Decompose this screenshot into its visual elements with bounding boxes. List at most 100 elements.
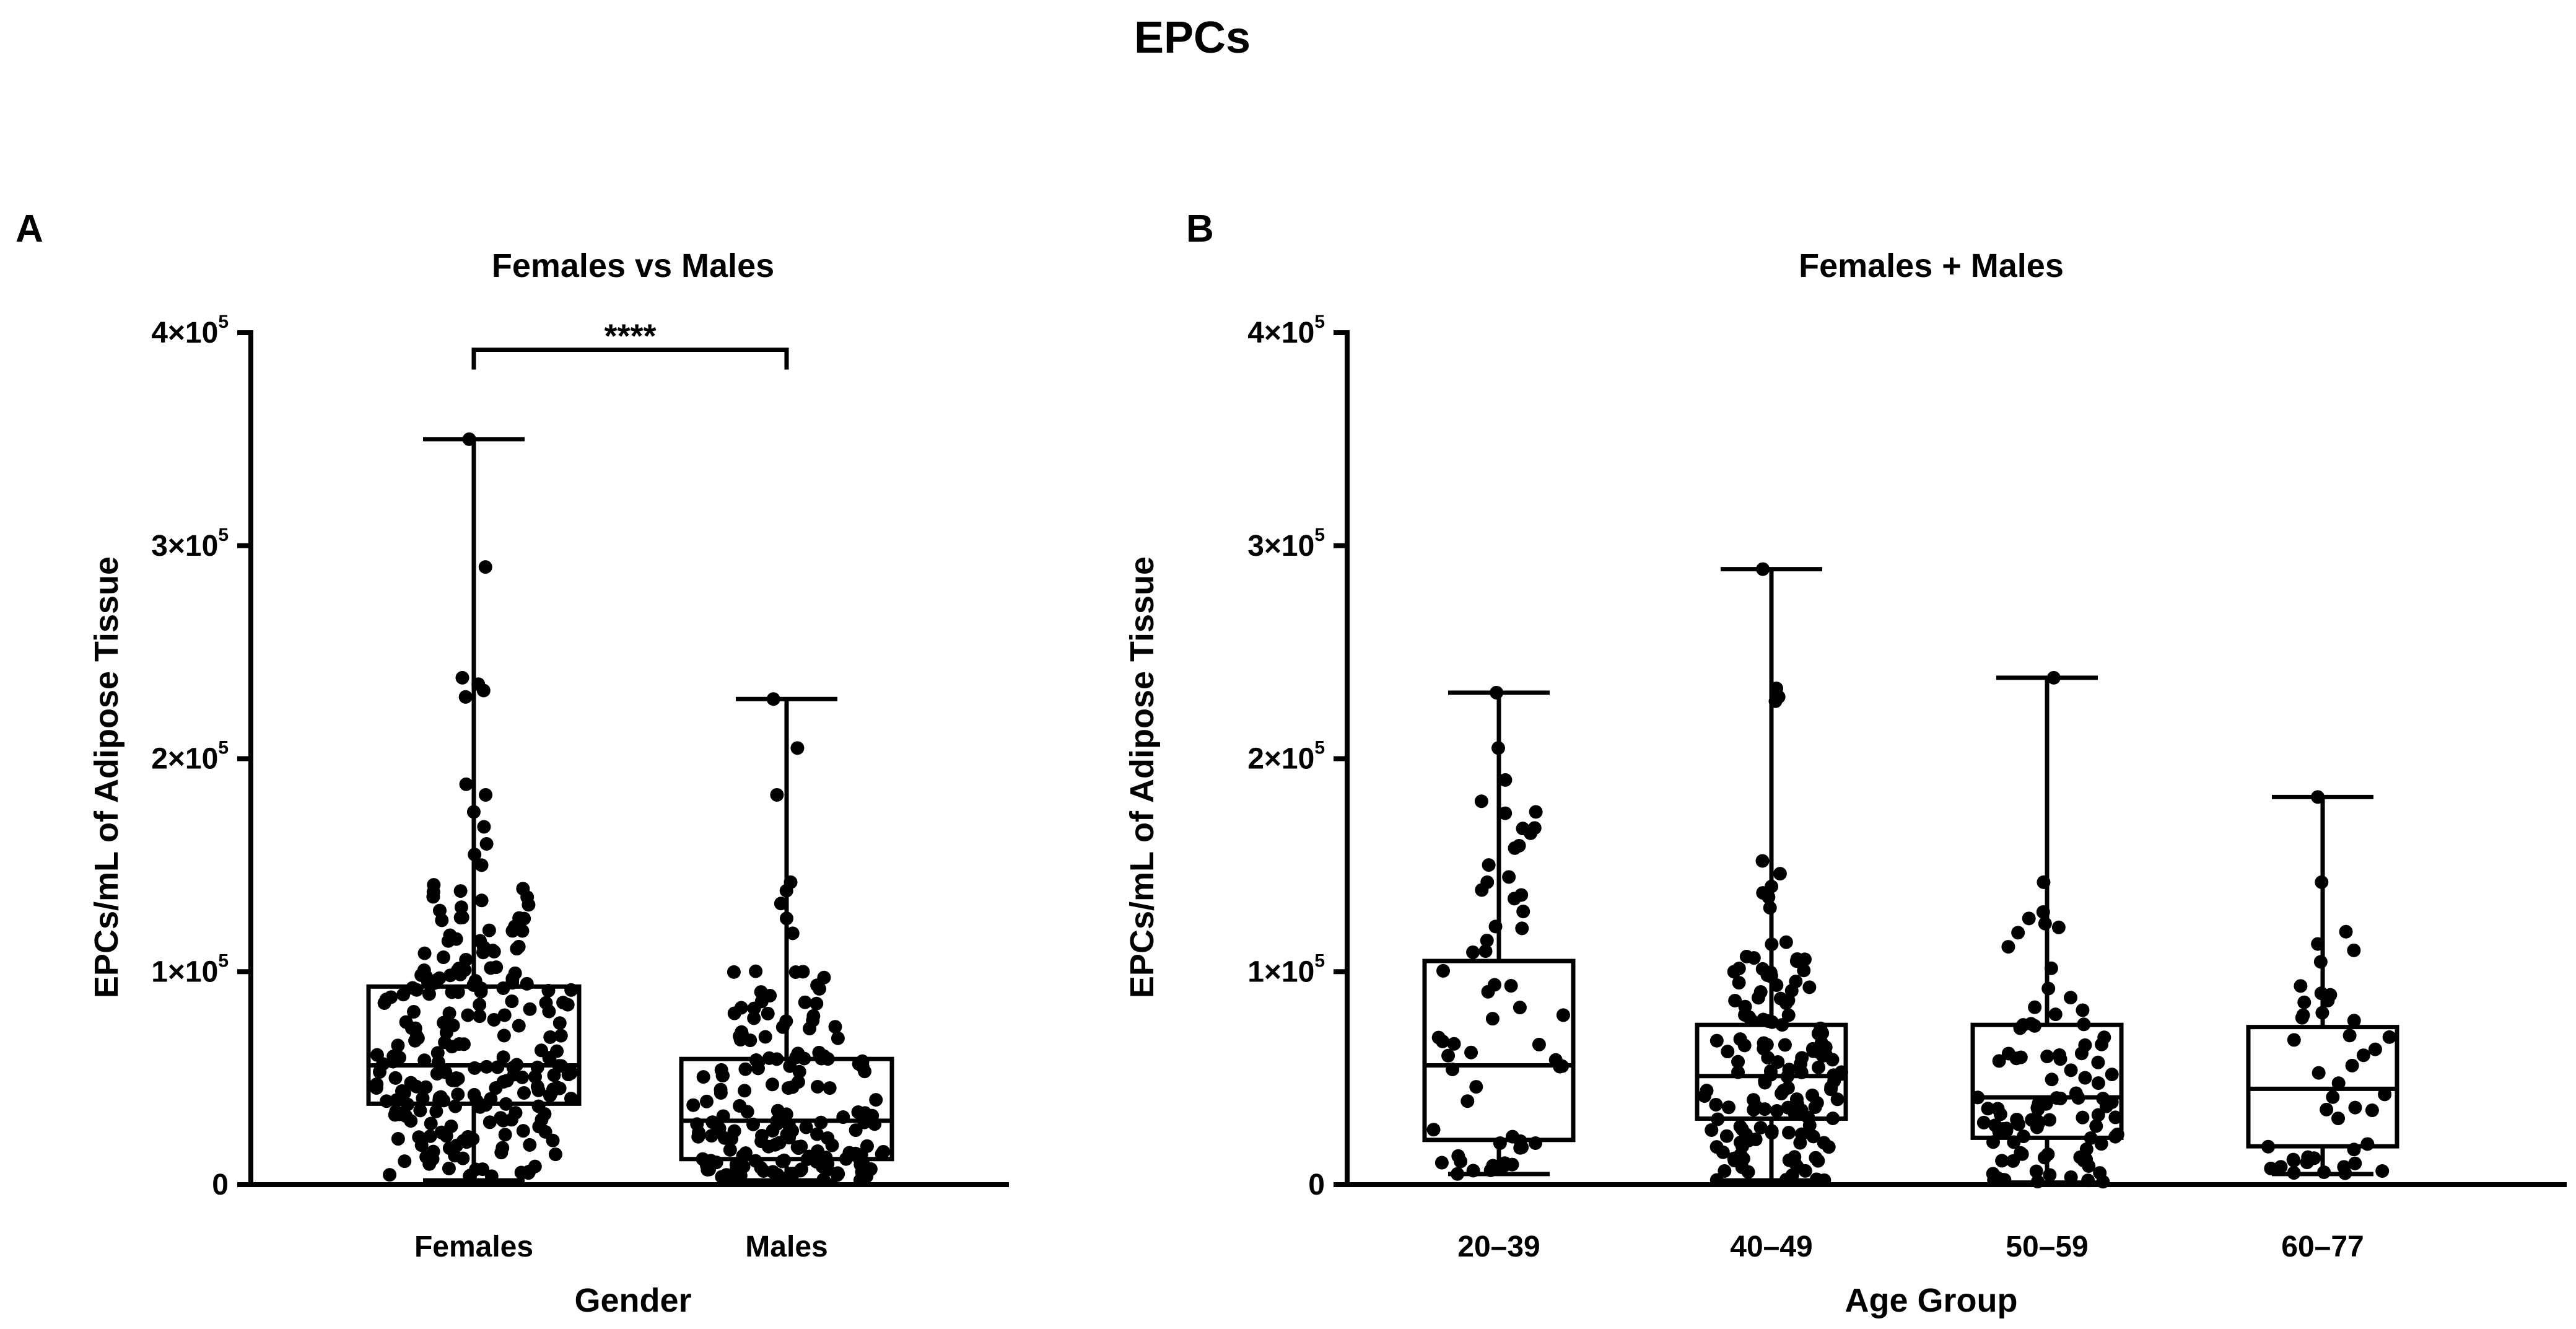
panel-a-females-dot [446,1019,460,1033]
panel-b-40-49-dot [1789,975,1803,989]
panel-a-males-dot [868,1117,882,1131]
panel-a-males-dot [858,1106,872,1120]
panel-a-females-dot [552,1016,567,1030]
panel-b-20-39-dot [1447,1037,1461,1051]
panel-a-females-dot [496,981,510,995]
panel-b-40-49-dot [1794,1056,1808,1071]
panel-a-females-dot [512,939,526,954]
panel-b-50-59-dot [1976,1115,1991,1129]
panel-a-females-dot [517,1086,531,1100]
panel-a-females-dot [435,913,449,928]
panel-a-females-dot [391,1038,405,1053]
panel-b-50-59-dot [2043,1168,2057,1182]
panel-b-50-59-dot [2078,1071,2092,1085]
panel-b-50-59-dot [2038,916,2052,931]
panel-a-females-dot [461,1129,475,1144]
panel-a-females-dot [459,952,473,967]
panel-a-females-dots [369,432,579,1183]
panel-a-males-dot [758,1030,772,1044]
panel-b-50-59-dot [2093,1166,2107,1180]
panel-a-females-dot [484,1092,498,1106]
panel-a-females-dot [530,1060,544,1074]
panel-a-females-dot [479,787,493,802]
panel-a-males-dot [785,926,800,941]
panel-a-females-dot [515,924,530,938]
panel-a-y-tick-label: 2×105 [151,738,229,776]
panel-b-60-77-dot [2315,1006,2329,1020]
panel-b-60-77-dot [2313,955,2328,969]
panel-a-females-dot [554,1029,568,1043]
panel-b-60-77-dot [2345,1058,2359,1072]
panel-b-50-59-dot [2069,1086,2083,1100]
panel-b-40-49-dot [1779,935,1793,949]
panel-b-20-39-dot [1514,888,1529,902]
panel-b-60-77-dot [2264,1161,2278,1175]
panel-b-50-59-dot [1991,1102,2005,1116]
panel-a-females-dot [419,1150,434,1164]
panel-b-20-39-dot [1488,978,1502,992]
panel-a-x-axis-label: Gender [574,1282,691,1319]
panel-b-50-59-dot [2094,1137,2108,1151]
panel-b-50-59-dot [2084,1131,2098,1145]
panel-b-40-49-dot [1773,991,1788,1006]
panel-b-40-49-dot [1698,1089,1712,1103]
panel-b-50-59-dot [2045,1072,2059,1087]
panel-b-40-49-dot [1728,994,1742,1008]
panel-b-40-49-dot [1835,1065,1849,1079]
panel-a-females-dot [417,946,432,960]
panel-b-60-77-dot [2378,1087,2392,1102]
panel-a-females-dot [451,1087,465,1102]
panel-a-y-axis-label: EPCs/mL of Adipose Tissue [88,556,125,998]
panel-a-males-dot [740,1105,754,1119]
panel-b-50-59-dot [2006,1154,2020,1168]
panel-a-females-dot [523,1138,537,1152]
panel-b-50-59-dot [2029,1164,2043,1178]
panel-a-males-dot [733,1169,748,1183]
panel-b-20-39-dot [1524,826,1538,840]
panel-b: B Females + Males 0 1×105 2×105 3×105 4×105 EPC… [1124,208,2567,1319]
panel-a-females-dot [500,1074,514,1088]
panel-b-40-49-dot [1797,963,1811,978]
panel-a-females-dot [538,1125,552,1139]
panel-b-50-59-dot [2030,1175,2045,1189]
panel-a-females-dot [443,968,457,983]
panel-a-females-dot [408,1033,422,1048]
panel-a-males-dot [828,1020,842,1034]
panel-a-males-dot [763,988,777,1002]
panel-a-females-dot [380,1094,394,1108]
panel-a-males-dot [766,692,780,706]
panel-a-females-dot [541,983,556,998]
panel-b-20-39-dot [1434,1156,1449,1170]
panel-b-60-77-dot [2339,924,2353,939]
panel-b-50-59-dot [2097,1030,2111,1045]
panel-b-40-49-dot [1826,1112,1840,1126]
panel-b-20-39-dot [1490,685,1504,700]
panel-a-males-dot [774,897,788,911]
panel-b-40-49-box-group [1695,567,1848,1183]
panel-b-60-77-dot [2311,790,2325,804]
panel-b-50-59-dot [2081,1173,2095,1188]
panel-a-females-dot [383,1168,397,1182]
panel-a-significance-label: **** [604,318,656,355]
panel-b-40-49-dot [1721,1045,1735,1059]
panel-b-50-59-dot [2036,905,2050,919]
panel-a-females-dot [455,670,469,685]
panel-a-males-x-tick-label: Males [745,1230,827,1263]
panel-b-20-39-dot [1505,1157,1519,1172]
panel-b-20-39-x-tick-label: 20–39 [1457,1230,1540,1263]
panel-b-20-39-dots [1426,685,1570,1181]
panel-b-50-59-dot [2108,1110,2123,1125]
panel-a-females-dot [522,898,536,912]
panel-b-40-49-dot [1765,1124,1779,1138]
panel-b-40-49-dot [1805,1042,1820,1056]
panel-b-40-49-dot [1763,1064,1778,1078]
panel-a-y-tick-label: 1×105 [151,950,229,988]
panel-b-40-49-dot [1721,1100,1736,1115]
panel-b-50-59-dot [2089,1119,2103,1133]
panel-b-50-59-dot [2074,1046,2089,1061]
panel-a-females-dot [439,1065,453,1079]
panel-a-females-dot [468,1061,482,1075]
panel-b-50-59-dot [2091,1055,2105,1069]
panel-a-males-dot [821,1131,835,1145]
panel-a-males-dot [810,996,824,1011]
